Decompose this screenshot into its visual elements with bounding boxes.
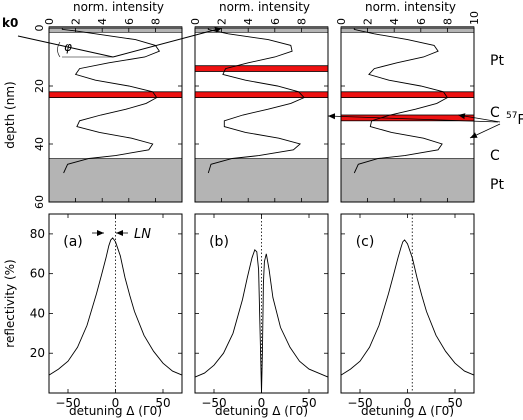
- reflectivity-curve: [340, 239, 475, 376]
- intensity-tick-label: 8: [149, 18, 162, 25]
- incident-ray: [17, 35, 114, 58]
- intensity-tick-label: 0: [43, 18, 56, 25]
- depth-axis-label: depth (nm): [3, 81, 17, 148]
- intensity-tick-label: 2: [362, 18, 375, 25]
- detuning-tick-label: 0: [404, 396, 412, 410]
- ln-label: LN: [134, 227, 151, 242]
- intensity-tick-label: 8: [441, 18, 454, 25]
- fe-layer: [48, 91, 183, 99]
- fe-pointer-arrow: [457, 113, 501, 123]
- layer-label: C: [490, 105, 500, 121]
- reflectivity-tick-label: 40: [30, 306, 45, 320]
- reflectivity-curve: [48, 237, 183, 376]
- panel-label: (a): [63, 234, 83, 250]
- detuning-tick-label: −50: [55, 396, 80, 410]
- depth-tick-label: 20: [33, 79, 46, 93]
- pt-layer: [340, 158, 475, 203]
- detuning-tick-label: 50: [447, 396, 462, 410]
- depth-panel-2: 0 2 4 6 8 norm. intensity: [189, 0, 329, 203]
- top-axis-label: norm. intensity: [365, 0, 456, 14]
- reflectivity-tick-label: 60: [30, 267, 45, 281]
- intensity-profile: [61, 28, 161, 174]
- detuning-tick-label: −50: [347, 396, 372, 410]
- detuning-tick-label: 50: [155, 396, 170, 410]
- layer-label: Pt: [490, 177, 504, 193]
- detuning-tick-label: −50: [201, 396, 226, 410]
- panel-label: (b): [209, 234, 229, 250]
- reflectivity-tick-label: 20: [30, 346, 45, 360]
- intensity-tick-label: 4: [242, 18, 255, 25]
- x-axis-label: detuning Δ (Γ0): [361, 404, 454, 418]
- detuning-tick-label: 0: [112, 396, 120, 410]
- layer-label: Pt: [490, 53, 504, 69]
- panel-label: (c): [356, 234, 375, 250]
- depth-tick-label: 60: [33, 195, 46, 209]
- intensity-tick-label: 4: [388, 18, 401, 25]
- intensity-tick-label: 4: [96, 18, 109, 25]
- detuning-tick-label: 0: [258, 396, 266, 410]
- phi-label: φ: [64, 40, 72, 54]
- top-axis-label: norm. intensity: [73, 0, 164, 14]
- pt-layer: [340, 26, 475, 33]
- depth-frame: [48, 27, 183, 203]
- pt-layer: [194, 158, 329, 203]
- fe-layer: [340, 114, 475, 122]
- intensity-tick-label: 6: [269, 18, 282, 25]
- fe-layer: [194, 91, 329, 99]
- phi-arc: [57, 41, 61, 58]
- fe-pointer-arrow: [327, 113, 499, 123]
- intensity-tick-label: 6: [123, 18, 136, 25]
- reflectivity-axis-label: reflectivity (%): [3, 259, 17, 347]
- reflectivity-tick-label: 80: [30, 227, 45, 241]
- intensity-tick-label: 0: [335, 18, 348, 25]
- depth-panel-1: 0 2 4 6 8 norm. intensity 0 20 40 60: [33, 0, 183, 209]
- intensity-profile: [207, 28, 305, 174]
- fe-pointer-arrow: [469, 123, 501, 139]
- depth-tick-label: 0: [33, 25, 46, 32]
- pt-layer: [48, 26, 183, 33]
- intensity-tick-label: 2: [216, 18, 229, 25]
- depth-frame: [340, 27, 475, 203]
- intensity-profile: [353, 28, 449, 174]
- depth-tick-label: 40: [33, 137, 46, 151]
- top-axis-label: norm. intensity: [219, 0, 310, 14]
- detuning-tick-label: 50: [301, 396, 316, 410]
- k0-label: k0: [2, 16, 18, 30]
- x-axis-label: detuning Δ (Γ0): [215, 404, 308, 418]
- intensity-tick-label: 6: [415, 18, 428, 25]
- intensity-tick-label: 2: [70, 18, 83, 25]
- pt-layer: [48, 158, 183, 203]
- depth-panel-3: 0 2 4 6 8 10 norm. intensity: [335, 0, 481, 203]
- intensity-tick-label: 0: [189, 18, 202, 25]
- fe-layer: [340, 91, 475, 99]
- layer-label: C: [490, 148, 500, 164]
- fe-layer: [194, 65, 329, 72]
- layer-label: 57Fe: [506, 111, 523, 128]
- x-axis-label: detuning Δ (Γ0): [69, 404, 162, 418]
- intensity-tick-label: 10: [468, 11, 481, 25]
- exit-ray: [112, 26, 223, 58]
- intensity-tick-label: 8: [295, 18, 308, 25]
